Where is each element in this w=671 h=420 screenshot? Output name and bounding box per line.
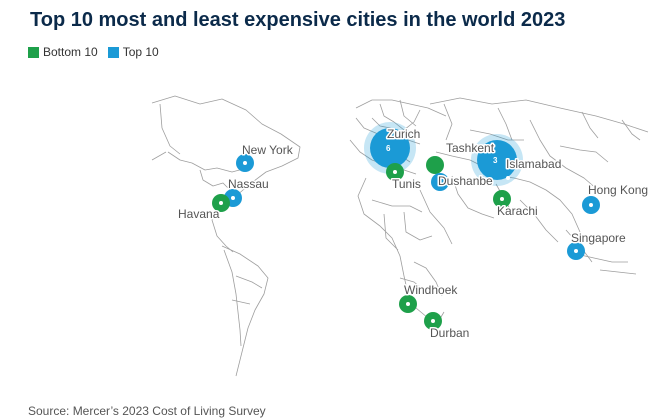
marker-tashkent[interactable] [426, 156, 444, 174]
marker-center-havana [219, 201, 223, 205]
marker-durban[interactable] [424, 312, 442, 330]
marker-windhoek[interactable] [399, 295, 417, 313]
label-tashkent: Tashkent [446, 141, 495, 155]
label-tunis: Tunis [392, 177, 421, 191]
world-map: 6 3 [151, 95, 650, 377]
border-north-america-inner [151, 103, 248, 191]
cluster-count-europe: 6 [386, 144, 391, 153]
label-islamabad: Islamabad [506, 157, 561, 171]
marker-dushanbe[interactable] [431, 173, 449, 191]
source-note: Source: Mercer’s 2023 Cost of Living Sur… [28, 404, 266, 418]
legend-item-top-10[interactable]: Top 10 [107, 45, 159, 59]
marker-karachi[interactable] [493, 190, 511, 208]
marker-center-singapore [574, 249, 578, 253]
marker-center-durban [431, 319, 435, 323]
city-markers: 6 3 [212, 122, 600, 330]
map-cluster-europe[interactable]: 6 [364, 122, 416, 174]
label-hong-kong: Hong Kong [588, 183, 648, 197]
marker-center-islamabad [506, 176, 510, 180]
legend-label-bottom-10: Bottom 10 [43, 45, 98, 59]
chart-title: Top 10 most and least expensive cities i… [30, 9, 566, 31]
label-windhoek: Windhoek [404, 283, 458, 297]
label-nassau: Nassau [228, 177, 269, 191]
legend-swatch-top-10 [107, 46, 119, 58]
marker-islamabad[interactable] [506, 176, 510, 180]
legend-swatch-bottom-10 [28, 46, 39, 58]
label-singapore: Singapore [571, 231, 626, 245]
marker-center-new-york [243, 161, 247, 165]
border-north-america-coast [151, 95, 301, 253]
marker-hong-kong[interactable] [582, 196, 600, 214]
marker-center-karachi [500, 197, 504, 201]
legend-label-top-10: Top 10 [122, 45, 159, 59]
border-south-america [221, 245, 269, 377]
border-africa [357, 177, 453, 323]
marker-center-nassau [231, 196, 235, 200]
label-durban: Durban [430, 326, 469, 340]
label-dushanbe: Dushanbe [438, 174, 493, 188]
marker-havana[interactable] [212, 194, 230, 212]
marker-dot-tashkent [426, 156, 444, 174]
marker-dot-dushanbe [431, 173, 449, 191]
border-north [399, 99, 641, 141]
marker-tunis[interactable] [386, 163, 404, 181]
map-cluster-asia[interactable]: 3 [471, 134, 523, 186]
marker-new-york[interactable] [236, 154, 254, 172]
cluster-count-asia: 3 [493, 156, 498, 165]
label-zurich: Zurich [387, 127, 420, 141]
city-labels: New York Nassau Havana Zurich Tunis Tash… [177, 126, 650, 342]
marker-center-windhoek [406, 302, 410, 306]
label-havana: Havana [178, 207, 220, 221]
label-new-york: New York [242, 143, 294, 157]
cluster-bubble-asia [477, 140, 517, 180]
marker-singapore[interactable] [567, 242, 585, 260]
border-indonesia [575, 253, 637, 275]
cluster-bubble-europe [370, 128, 410, 168]
marker-center-tunis [393, 170, 397, 174]
legend: Bottom 10 Top 10 [28, 45, 169, 59]
marker-center-hong-kong [589, 203, 593, 207]
legend-item-bottom-10[interactable]: Bottom 10 [28, 45, 98, 59]
label-karachi: Karachi [497, 204, 538, 218]
